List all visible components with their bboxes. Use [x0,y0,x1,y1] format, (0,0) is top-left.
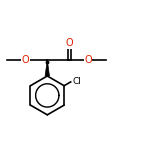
Text: Cl: Cl [73,77,82,86]
Text: O: O [84,55,92,65]
Polygon shape [45,60,50,76]
Text: O: O [22,55,29,65]
Text: O: O [65,38,73,48]
